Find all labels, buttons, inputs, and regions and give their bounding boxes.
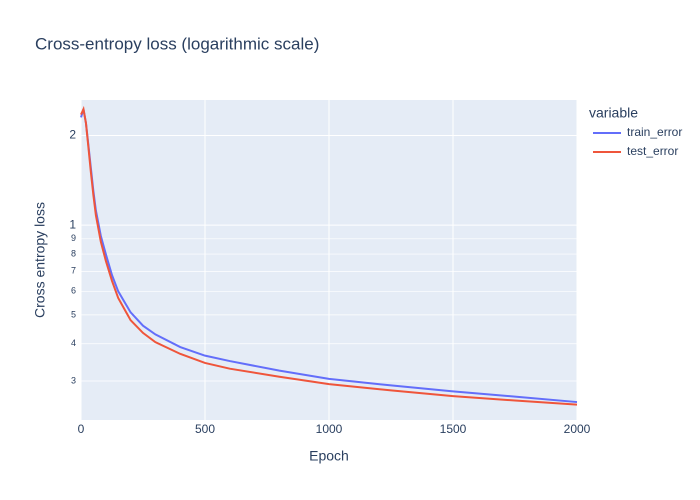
x-tick-label: 2000 [564, 422, 591, 436]
legend-label: train_error [627, 125, 682, 139]
y-tick-label: 3 [71, 375, 76, 385]
chart-title: Cross-entropy loss (logarithmic scale) [35, 34, 319, 53]
y-tick-label: 1 [69, 217, 76, 231]
x-tick-label: 500 [195, 422, 215, 436]
x-tick-label: 1000 [316, 422, 343, 436]
y-tick-label: 7 [71, 266, 76, 276]
x-tick-label: 1500 [440, 422, 467, 436]
y-tick-label: 8 [71, 248, 76, 258]
y-tick-label: 4 [71, 338, 76, 348]
y-tick-label: 5 [71, 309, 76, 319]
x-axis-label: Epoch [309, 448, 349, 464]
y-tick-label: 6 [71, 286, 76, 296]
y-axis-label: Cross entropy loss [32, 202, 48, 318]
y-tick-label: 9 [71, 233, 76, 243]
line-series [80, 105, 578, 406]
y-tick-label: 2 [69, 128, 76, 142]
legend-title: variable [589, 105, 638, 121]
legend-label: test_error [627, 144, 678, 158]
x-tick-label: 0 [78, 422, 85, 436]
